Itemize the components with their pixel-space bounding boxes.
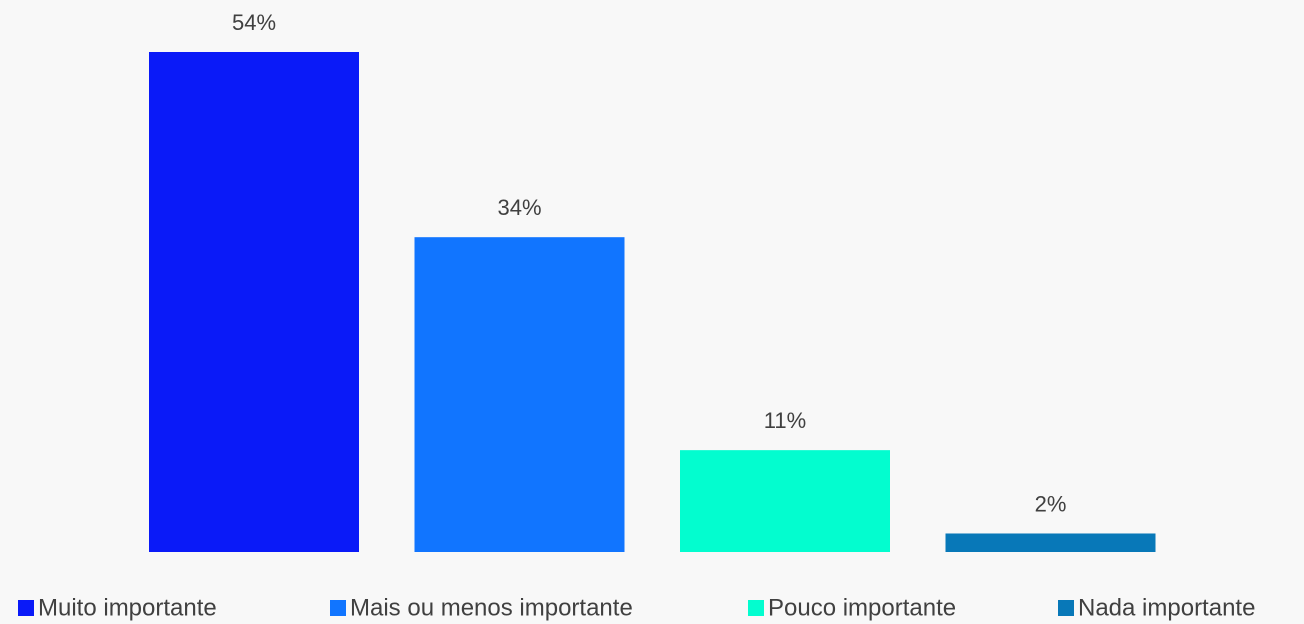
data-label: 54% xyxy=(232,10,276,35)
legend-label: Nada importante xyxy=(1078,594,1255,621)
bar xyxy=(149,52,359,552)
legend-swatch xyxy=(330,600,346,616)
legend-label: Muito importante xyxy=(38,594,217,621)
data-label: 11% xyxy=(764,408,806,433)
legend-swatch xyxy=(18,600,34,616)
bar xyxy=(414,237,625,552)
bar xyxy=(680,450,890,552)
legend-swatch xyxy=(1058,600,1074,616)
data-label: 34% xyxy=(497,195,541,220)
legend-swatch xyxy=(748,600,764,616)
legend-label: Mais ou menos importante xyxy=(350,594,633,621)
bar xyxy=(945,533,1156,552)
data-label: 2% xyxy=(1035,491,1067,516)
legend-label: Pouco importante xyxy=(768,594,956,621)
